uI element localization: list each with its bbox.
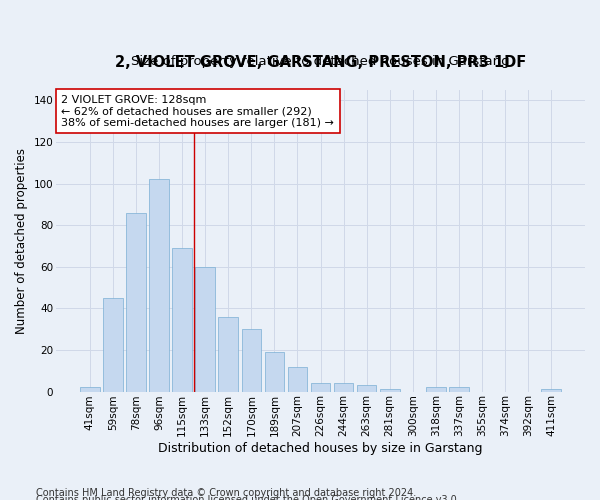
Bar: [380, 390, 400, 392]
Bar: [265, 352, 284, 392]
Bar: [172, 248, 192, 392]
Bar: [449, 388, 469, 392]
Bar: [149, 180, 169, 392]
Bar: [242, 329, 261, 392]
Bar: [80, 388, 100, 392]
Y-axis label: Number of detached properties: Number of detached properties: [15, 148, 28, 334]
Title: Size of property relative to detached houses in Garstang: Size of property relative to detached ho…: [131, 55, 510, 68]
Bar: [541, 390, 561, 392]
Bar: [357, 386, 376, 392]
Bar: [103, 298, 123, 392]
Bar: [426, 388, 446, 392]
Bar: [196, 267, 215, 392]
Text: Contains public sector information licensed under the Open Government Licence v3: Contains public sector information licen…: [36, 495, 460, 500]
Bar: [126, 212, 146, 392]
Bar: [218, 316, 238, 392]
Bar: [287, 366, 307, 392]
Bar: [334, 383, 353, 392]
Text: 2, VIOLET GROVE, GARSTANG, PRESTON, PR3 1DF: 2, VIOLET GROVE, GARSTANG, PRESTON, PR3 …: [115, 56, 526, 70]
Text: 2 VIOLET GROVE: 128sqm
← 62% of detached houses are smaller (292)
38% of semi-de: 2 VIOLET GROVE: 128sqm ← 62% of detached…: [61, 94, 334, 128]
X-axis label: Distribution of detached houses by size in Garstang: Distribution of detached houses by size …: [158, 442, 483, 455]
Bar: [311, 383, 331, 392]
Text: Contains HM Land Registry data © Crown copyright and database right 2024.: Contains HM Land Registry data © Crown c…: [36, 488, 416, 498]
